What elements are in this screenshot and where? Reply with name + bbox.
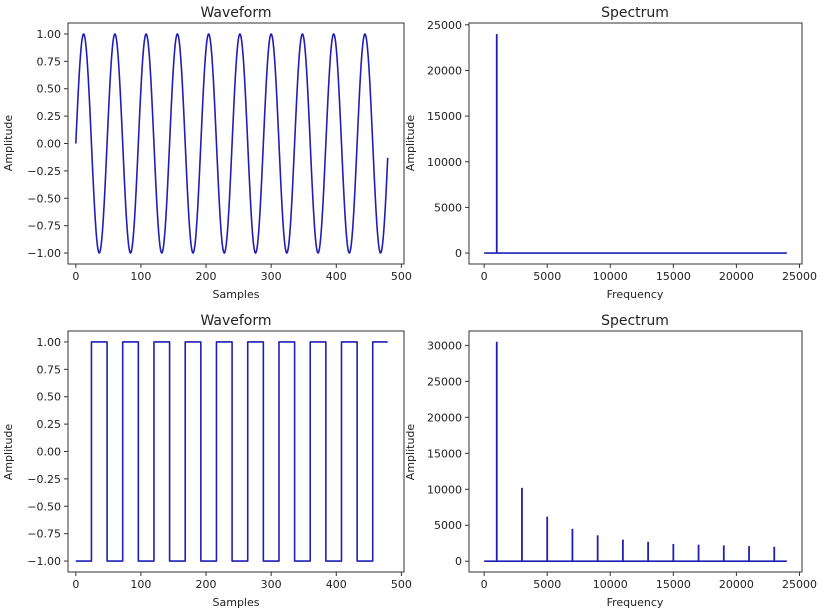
x-tick-label: 15000 <box>656 270 691 283</box>
plot-frame <box>468 22 803 265</box>
y-tick-label: −0.25 <box>27 165 61 178</box>
y-tick-label: 0.00 <box>37 446 62 459</box>
x-tick-label: 20000 <box>719 578 754 591</box>
y-tick-label: 0.75 <box>37 55 62 68</box>
y-axis-label: Amplitude <box>2 115 15 172</box>
y-tick-label: 0.00 <box>37 138 62 151</box>
x-tick-label: 300 <box>261 270 282 283</box>
y-tick-label: 20000 <box>427 411 462 424</box>
x-tick-label: 100 <box>130 578 151 591</box>
x-tick-label: 10000 <box>593 578 628 591</box>
y-tick-label: 0 <box>455 555 462 568</box>
x-axis-label: Frequency <box>607 288 664 301</box>
plot-frame <box>67 22 405 265</box>
y-tick-label: 0.50 <box>37 391 62 404</box>
series-line-sine <box>75 33 389 254</box>
x-tick-label: 10000 <box>593 270 628 283</box>
x-axis-label: Frequency <box>607 596 664 608</box>
plot-frame <box>67 330 405 573</box>
y-tick-label: 5000 <box>434 519 462 532</box>
spectrum-sine-chart: Spectrum Frequency Amplitude 0 5000 10000 1… <box>404 5 817 301</box>
y-tick-label: 15000 <box>427 110 462 123</box>
x-tick-label: 15000 <box>656 578 691 591</box>
y-tick-label: 0.25 <box>37 418 62 431</box>
y-axis-label: Amplitude <box>2 424 15 481</box>
x-tick-label: 100 <box>130 270 151 283</box>
y-tick-label: 20000 <box>427 64 462 77</box>
y-tick-label: −0.25 <box>27 473 61 486</box>
x-tick-label: 400 <box>326 578 347 591</box>
y-tick-label: −1.00 <box>27 247 61 260</box>
y-tick-label: 30000 <box>427 339 462 352</box>
x-tick-label: 400 <box>326 270 347 283</box>
x-tick-label: 5000 <box>533 270 561 283</box>
y-tick-label: 0.25 <box>37 110 62 123</box>
chart-title: Waveform <box>200 5 271 21</box>
x-tick-label: 200 <box>196 270 217 283</box>
x-tick-label: 500 <box>391 578 412 591</box>
x-axis-label: Samples <box>213 596 260 608</box>
waveform-sine-chart: Waveform Samples Amplitude 0 100 200 300 400… <box>2 5 412 301</box>
x-tick-label: 25000 <box>782 578 817 591</box>
y-tick-label: −0.75 <box>27 220 61 233</box>
y-tick-label: −0.75 <box>27 528 61 541</box>
y-axis-label: Amplitude <box>404 115 417 172</box>
x-tick-label: 5000 <box>533 578 561 591</box>
x-tick-label: 0 <box>481 578 488 591</box>
y-tick-label: 25000 <box>427 375 462 388</box>
x-tick-label: 500 <box>391 270 412 283</box>
y-tick-label: −1.00 <box>27 555 61 568</box>
x-tick-label: 25000 <box>782 270 817 283</box>
y-tick-label: 25000 <box>427 19 462 32</box>
x-tick-label: 300 <box>261 578 282 591</box>
y-tick-label: −0.50 <box>27 500 61 513</box>
y-tick-label: −0.50 <box>27 192 61 205</box>
series-line-square <box>75 341 388 562</box>
chart-title: Spectrum <box>601 313 669 329</box>
x-tick-label: 0 <box>72 270 79 283</box>
x-tick-label: 200 <box>196 578 217 591</box>
y-tick-label: 0.75 <box>37 363 62 376</box>
x-axis-label: Samples <box>213 288 260 301</box>
x-tick-label: 0 <box>72 578 79 591</box>
y-axis-label: Amplitude <box>404 424 417 481</box>
x-tick-label: 20000 <box>719 270 754 283</box>
y-tick-label: 1.00 <box>37 336 62 349</box>
y-tick-label: 10000 <box>427 483 462 496</box>
x-tick-label: 0 <box>481 270 488 283</box>
y-tick-label: 0.50 <box>37 83 62 96</box>
y-tick-label: 10000 <box>427 156 462 169</box>
y-tick-label: 0 <box>455 247 462 260</box>
y-tick-label: 1.00 <box>37 28 62 41</box>
plot-frame <box>468 330 803 573</box>
y-tick-label: 15000 <box>427 447 462 460</box>
chart-title: Spectrum <box>601 5 669 21</box>
spectrum-square-chart: Spectrum Frequency Amplitude 0 5000 10000 1… <box>404 313 817 608</box>
chart-title: Waveform <box>200 313 271 329</box>
waveform-square-chart: Waveform Samples Amplitude 0 100 200 300 400… <box>2 313 412 608</box>
y-tick-label: 5000 <box>434 201 462 214</box>
